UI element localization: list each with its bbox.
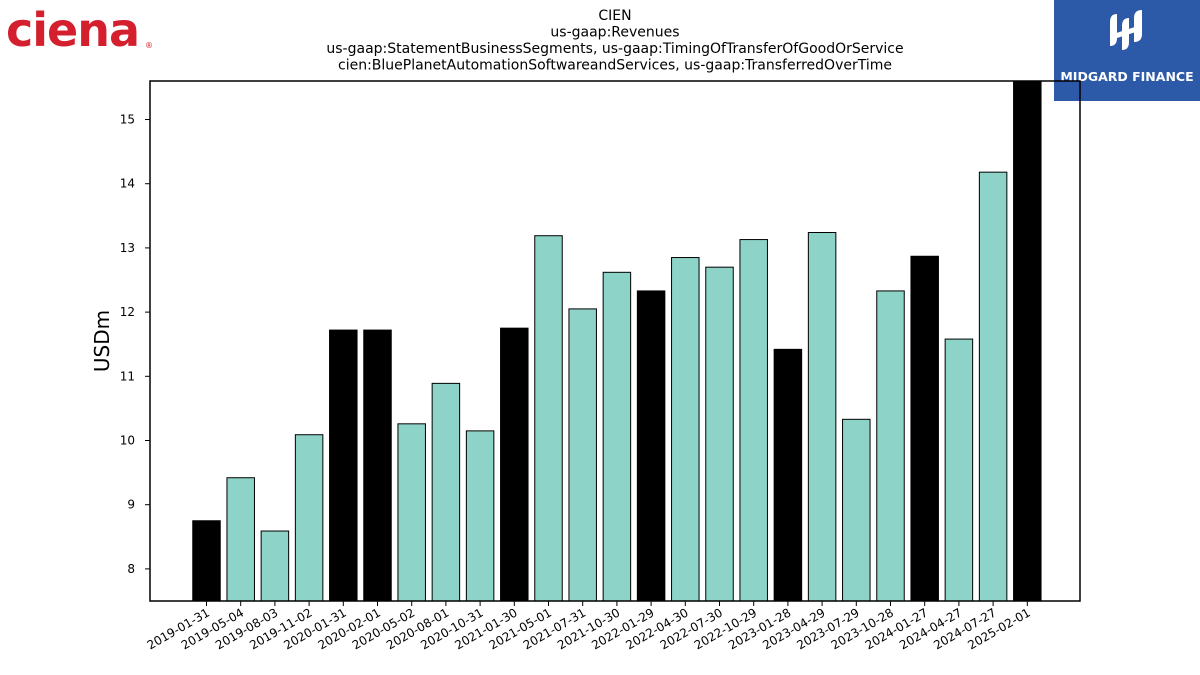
bar-2019-05-04 — [226, 477, 255, 602]
bar-2023-07-29 — [842, 418, 871, 602]
bar-2020-02-01 — [363, 329, 392, 602]
title-line-2: us-gaap:Revenues — [550, 25, 679, 41]
bar-2024-07-27 — [978, 171, 1008, 602]
bar-2019-01-31 — [192, 520, 221, 602]
bar-2020-08-01 — [431, 382, 461, 602]
ciena-logo: ciena ® — [4, 0, 154, 60]
bar-2023-04-29 — [807, 232, 837, 602]
bar-2021-01-30 — [500, 327, 529, 602]
bar-2020-10-31 — [465, 430, 495, 602]
bar-2021-07-31 — [568, 308, 597, 602]
bar-2022-10-29 — [739, 239, 768, 602]
ciena-wordmark: ciena — [6, 3, 139, 57]
plot-frame — [149, 80, 1081, 602]
title-line-1: CIEN — [598, 8, 631, 24]
bar-2022-04-30 — [671, 257, 700, 602]
bar-2025-02-01 — [1013, 80, 1042, 602]
bar-2021-10-30 — [602, 271, 632, 602]
registered-mark: ® — [145, 41, 153, 50]
bar-2019-08-03 — [260, 530, 290, 602]
y-tick-label-14: 14 — [120, 177, 135, 191]
y-tick-label-12: 12 — [120, 305, 135, 319]
midgard-finance-logo: MIDGARD FINANCE — [1054, 0, 1200, 101]
y-tick-label-11: 11 — [120, 369, 135, 383]
bar-2022-01-29 — [636, 290, 666, 602]
midgard-finance-text: MIDGARD FINANCE — [1060, 69, 1194, 84]
bar-2020-05-02 — [397, 423, 426, 602]
y-ticks: 8 9 10 11 12 13 14 15 — [120, 113, 150, 576]
bars — [192, 80, 1042, 602]
midgard-emblem-icon — [1110, 10, 1142, 50]
y-axis-label: USDm — [90, 310, 114, 372]
y-tick-label-8: 8 — [127, 562, 135, 576]
bar-2024-01-27 — [910, 255, 939, 602]
title-line-4: cien:BluePlanetAutomationSoftwareandServ… — [338, 58, 892, 74]
x-ticks: 2019-01-312019-05-042019-08-032019-11-02… — [145, 601, 1033, 652]
chart-title: CIENus-gaap:Revenuesus-gaap:StatementBus… — [326, 8, 903, 74]
bar-2022-07-30 — [705, 266, 734, 602]
bar-2023-01-28 — [773, 348, 803, 602]
y-tick-label-13: 13 — [120, 241, 135, 255]
axes — [149, 80, 1081, 602]
title-line-3: us-gaap:StatementBusinessSegments, us-ga… — [326, 41, 903, 57]
y-tick-label-15: 15 — [120, 113, 135, 127]
bar-2021-05-01 — [534, 235, 563, 602]
y-tick-label-10: 10 — [120, 434, 135, 448]
bar-2019-11-02 — [294, 434, 324, 602]
bar-2020-01-31 — [329, 329, 358, 602]
y-tick-label-9: 9 — [127, 498, 135, 512]
bar-2023-10-28 — [876, 290, 905, 602]
bar-2024-04-27 — [944, 338, 974, 602]
